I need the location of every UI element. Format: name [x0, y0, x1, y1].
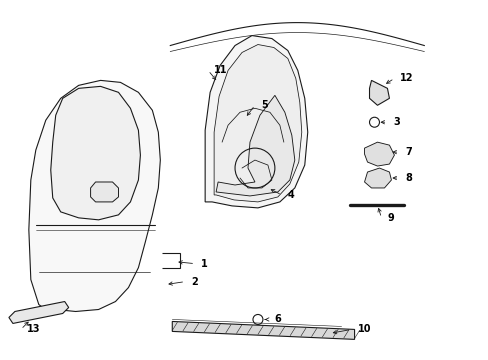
Polygon shape [216, 95, 294, 196]
Polygon shape [369, 80, 388, 105]
Text: 13: 13 [27, 324, 41, 334]
Text: 9: 9 [386, 213, 393, 223]
Polygon shape [172, 321, 354, 339]
Text: 10: 10 [357, 324, 370, 334]
Text: 8: 8 [405, 173, 411, 183]
Polygon shape [51, 86, 140, 220]
Text: 3: 3 [393, 117, 399, 127]
Polygon shape [205, 36, 307, 208]
Polygon shape [29, 80, 160, 311]
Text: 12: 12 [400, 73, 413, 84]
Polygon shape [364, 168, 390, 188]
Text: 5: 5 [261, 100, 267, 110]
Text: 6: 6 [273, 314, 280, 324]
Text: 7: 7 [405, 147, 411, 157]
Text: 11: 11 [214, 66, 227, 76]
Text: 2: 2 [191, 276, 198, 287]
Text: 4: 4 [287, 190, 294, 200]
Text: 1: 1 [201, 259, 207, 269]
Polygon shape [9, 302, 68, 323]
Polygon shape [364, 142, 394, 166]
Polygon shape [214, 45, 301, 202]
Bar [229, 113, 258, 135]
Polygon shape [90, 182, 118, 202]
